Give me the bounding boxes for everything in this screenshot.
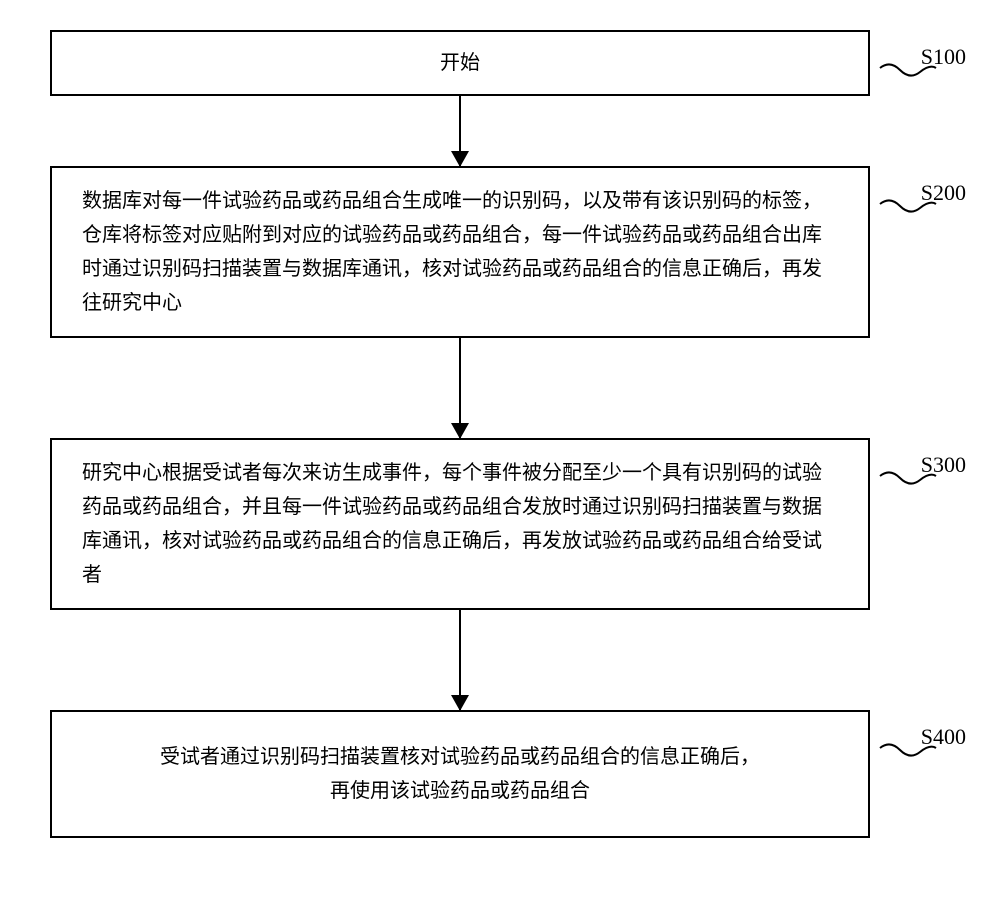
flowchart-container: 开始 S100 数据库对每一件试验药品或药品组合生成唯一的识别码，以及带有该识别… (50, 30, 950, 838)
flow-node-s300: 研究中心根据受试者每次来访生成事件，每个事件被分配至少一个具有识别码的试验药品或… (50, 438, 870, 610)
flow-node-s200: 数据库对每一件试验药品或药品组合生成唯一的识别码，以及带有该识别码的标签，仓库将… (50, 166, 870, 338)
flow-node-text: 数据库对每一件试验药品或药品组合生成唯一的识别码，以及带有该识别码的标签，仓库将… (82, 184, 838, 320)
flow-arrow (459, 338, 461, 438)
leader-squiggle (878, 198, 938, 220)
arrow-wrap (50, 96, 870, 166)
flow-node-text: 研究中心根据受试者每次来访生成事件，每个事件被分配至少一个具有识别码的试验药品或… (82, 456, 838, 592)
flow-node-s100: 开始 S100 (50, 30, 870, 96)
flow-node-text: 开始 (440, 46, 480, 80)
flow-arrow (459, 610, 461, 710)
flow-node-text: 受试者通过识别码扫描装置核对试验药品或药品组合的信息正确后，再使用该试验药品或药… (160, 740, 760, 808)
flow-arrow (459, 96, 461, 166)
arrow-wrap (50, 338, 870, 438)
arrow-wrap (50, 610, 870, 710)
flow-node-s400: 受试者通过识别码扫描装置核对试验药品或药品组合的信息正确后，再使用该试验药品或药… (50, 710, 870, 838)
leader-squiggle (878, 62, 938, 84)
leader-squiggle (878, 742, 938, 764)
leader-squiggle (878, 470, 938, 492)
